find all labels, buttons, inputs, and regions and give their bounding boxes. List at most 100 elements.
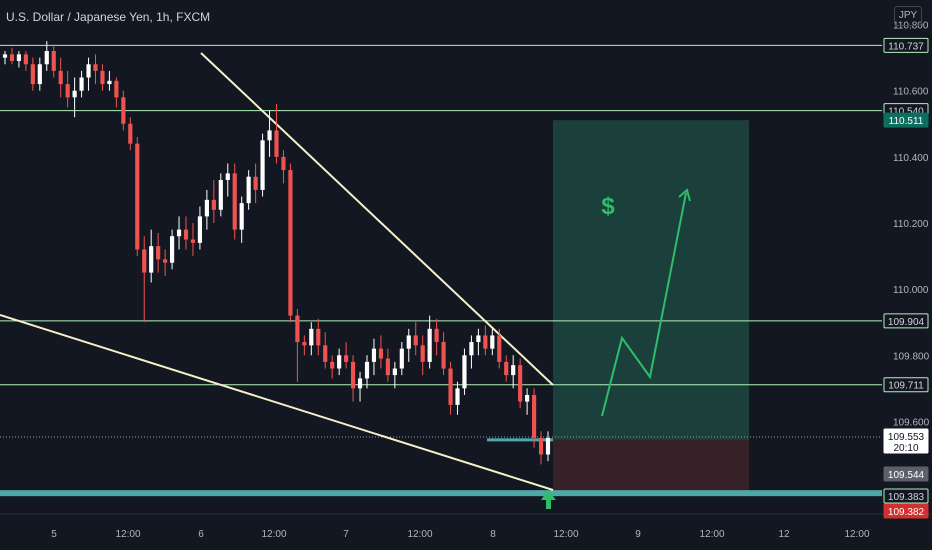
price-tag-box	[883, 377, 929, 393]
x-tick-label: 12:00	[844, 529, 869, 540]
y-tick-label: 110.800	[893, 21, 929, 32]
candle-body	[281, 156, 286, 171]
x-tick-label: 12:00	[261, 529, 286, 540]
descending-trendline-lower	[0, 314, 554, 491]
price-tag-box	[883, 488, 929, 504]
candle-body	[538, 437, 544, 455]
stop-zone	[553, 439, 749, 494]
candle-body	[337, 355, 342, 369]
candle-body	[260, 140, 265, 190]
candle-body	[65, 84, 70, 98]
price-tag-label: 109.383	[888, 492, 925, 503]
price-tag-label: 110.737	[888, 41, 924, 52]
currency-button[interactable]: JPY	[894, 6, 922, 26]
descending-trendline-upper	[200, 52, 554, 386]
candle-body	[218, 180, 223, 210]
x-tick-label: 12	[778, 529, 790, 540]
candle-body	[37, 64, 42, 85]
price-tag-label: 109.904	[888, 317, 925, 328]
x-tick-label: 12:00	[553, 529, 578, 540]
target-zone	[553, 120, 749, 440]
candle-body	[30, 64, 35, 85]
candle-body	[16, 54, 22, 61]
y-tick-label: 110.200	[893, 219, 929, 230]
candle-body	[169, 236, 175, 263]
candle-body	[211, 199, 216, 210]
support-band	[0, 490, 882, 497]
projection-arrow-head	[678, 188, 691, 202]
candle-body	[274, 130, 279, 157]
price-tag-box	[883, 428, 929, 454]
candle-body	[302, 342, 307, 346]
candle-body	[107, 80, 112, 85]
candle-body	[239, 203, 244, 230]
candle-body	[371, 348, 377, 362]
x-tick-label: 5	[51, 529, 57, 540]
candle-body	[525, 394, 530, 402]
candle-body	[225, 173, 230, 181]
price-tag-box	[883, 466, 929, 482]
candle-body	[232, 173, 237, 230]
candle-body	[93, 64, 98, 71]
candle-body	[253, 176, 258, 190]
candle-body	[434, 328, 439, 343]
trend-lines	[0, 52, 554, 491]
y-tick-label: 110.600	[893, 87, 929, 98]
x-tick-label: 8	[490, 529, 496, 540]
candle-body	[72, 90, 77, 98]
annotations: $	[541, 188, 691, 509]
x-tick-label: 12:00	[115, 529, 140, 540]
x-tick-label: 12:00	[699, 529, 724, 540]
y-tick-label: 110.400	[893, 153, 929, 164]
candle-body	[497, 335, 502, 362]
position-zones	[553, 120, 749, 494]
candle-body	[100, 70, 105, 85]
horizontal-levels	[0, 44, 882, 497]
candle-body	[462, 355, 467, 389]
candle-body	[378, 348, 384, 359]
candle-body	[385, 358, 390, 376]
price-tag-label: 110.540	[888, 107, 924, 118]
candle-body	[197, 216, 203, 243]
x-tick-label: 6	[198, 529, 204, 540]
candle-body	[44, 51, 49, 65]
candle-body	[23, 54, 28, 65]
candle-body	[323, 345, 328, 362]
candle-body	[79, 77, 84, 91]
price-tag-label: 109.711	[888, 381, 924, 392]
candle-body	[9, 54, 15, 61]
x-tick-label: 12:00	[407, 529, 432, 540]
candle-body	[511, 365, 516, 376]
price-tag-label: 110.511	[889, 116, 924, 127]
candle-body	[441, 342, 446, 369]
candle-body	[135, 143, 140, 250]
candle-body	[344, 355, 349, 362]
x-tick-label: 9	[635, 529, 641, 540]
price-tag-box	[883, 503, 929, 519]
candlestick-series	[2, 41, 551, 465]
candle-body	[288, 170, 293, 316]
candle-body	[267, 130, 272, 141]
price-tag-box	[883, 313, 929, 329]
countdown-label: 20:10	[893, 443, 918, 454]
price-tag-box	[883, 37, 929, 53]
candle-body	[469, 342, 474, 356]
candle-body	[364, 361, 370, 379]
candle-body	[176, 229, 182, 237]
candle-body	[350, 361, 356, 389]
candle-body	[142, 249, 147, 273]
y-tick-label: 109.600	[893, 417, 930, 428]
candle-body	[330, 361, 335, 369]
price-tag-label: 109.553	[888, 432, 925, 443]
candle-body	[183, 229, 189, 240]
candle-body	[504, 361, 509, 376]
candle-body	[420, 345, 425, 362]
candle-body	[490, 335, 495, 349]
projection-arrow-path	[601, 192, 687, 417]
candle-body	[309, 328, 314, 346]
candle-body	[427, 328, 432, 362]
candle-body	[149, 246, 154, 273]
candle-body	[2, 54, 8, 58]
